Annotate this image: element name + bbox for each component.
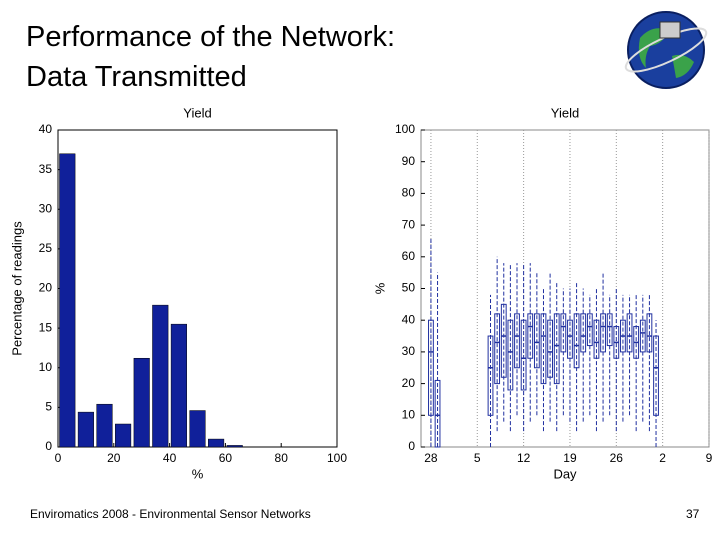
- slide-title: Data Transmitted: [26, 61, 247, 93]
- y-tick-label: 40: [402, 312, 416, 326]
- plot-frame: [420, 129, 710, 448]
- box-body: [507, 319, 514, 391]
- box-body: [580, 313, 587, 353]
- x-axis-label: %: [192, 466, 204, 481]
- y-tick-label: 10: [402, 407, 416, 421]
- box-body: [653, 335, 659, 416]
- x-tick-label: 5: [474, 451, 481, 465]
- bar: [59, 153, 76, 448]
- x-tick-label: 2: [659, 451, 666, 465]
- plot-frame: [57, 129, 338, 448]
- x-tick-label: 19: [563, 451, 577, 465]
- box-body: [593, 319, 600, 359]
- box-body: [600, 313, 606, 353]
- y-tick-label: 80: [402, 186, 416, 200]
- box-body: [606, 313, 613, 347]
- box-body: [487, 335, 494, 416]
- bar: [152, 304, 169, 448]
- y-tick-label: 20: [402, 376, 416, 390]
- y-tick-label: 25: [39, 241, 53, 255]
- bar: [170, 323, 187, 448]
- box-body: [567, 319, 573, 359]
- x-tick-label: 80: [275, 451, 289, 465]
- y-tick-label: 30: [39, 201, 53, 215]
- box-body: [540, 313, 547, 385]
- x-tick-label: 28: [424, 451, 438, 465]
- box-body: [553, 313, 560, 385]
- box-body: [494, 313, 501, 385]
- x-tick-label: 12: [517, 451, 531, 465]
- y-tick-label: 0: [45, 439, 52, 453]
- y-tick-label: 50: [402, 281, 416, 295]
- bar: [133, 357, 150, 448]
- x-tick-label: 40: [163, 451, 177, 465]
- box-body: [547, 319, 554, 378]
- y-tick-label: 5: [45, 400, 52, 414]
- bar: [96, 403, 113, 448]
- box-body: [560, 313, 567, 353]
- slide-title: Performance of the Network:: [26, 21, 395, 53]
- bar: [189, 410, 206, 448]
- x-tick-label: 20: [107, 451, 121, 465]
- y-tick-label: 70: [402, 217, 416, 231]
- x-tick-label: 26: [610, 451, 624, 465]
- x-tick-label: 100: [327, 451, 347, 465]
- y-tick-label: 40: [39, 122, 53, 136]
- box-body: [646, 313, 653, 353]
- x-axis-label: Day: [553, 466, 577, 481]
- box-body: [639, 319, 646, 353]
- y-tick-label: 60: [402, 249, 416, 263]
- x-tick-label: 0: [55, 451, 62, 465]
- y-tick-label: 100: [395, 122, 415, 136]
- box-body: [520, 319, 527, 391]
- box-body: [533, 313, 540, 369]
- bar: [226, 445, 243, 448]
- box-body: [428, 319, 434, 416]
- bar: [115, 423, 132, 448]
- y-tick-label: 0: [408, 439, 415, 453]
- y-tick-label: 35: [39, 162, 53, 176]
- y-tick-label: 90: [402, 154, 416, 168]
- box-body: [573, 313, 580, 369]
- bar: [208, 438, 225, 448]
- chart-title: Yield: [551, 105, 579, 120]
- y-axis-label: %: [372, 282, 387, 294]
- y-tick-label: 10: [39, 360, 53, 374]
- box-body: [586, 313, 593, 347]
- globe-logo: [624, 11, 708, 89]
- box-body: [626, 313, 633, 353]
- y-axis-label: Percentage of readings: [9, 221, 24, 356]
- x-tick-label: 60: [219, 451, 233, 465]
- page-number: 37: [686, 507, 700, 521]
- y-tick-label: 15: [39, 320, 53, 334]
- y-tick-label: 30: [402, 344, 416, 358]
- chart-title: Yield: [183, 105, 211, 120]
- box-body: [527, 313, 534, 359]
- box-body: [514, 313, 520, 369]
- box-body: [434, 379, 441, 448]
- bar: [77, 411, 94, 448]
- box-body: [500, 303, 507, 378]
- x-tick-label: 9: [706, 451, 713, 465]
- y-tick-label: 20: [39, 281, 53, 295]
- footer: Enviromatics 2008 - Environmental Sensor…: [30, 507, 311, 521]
